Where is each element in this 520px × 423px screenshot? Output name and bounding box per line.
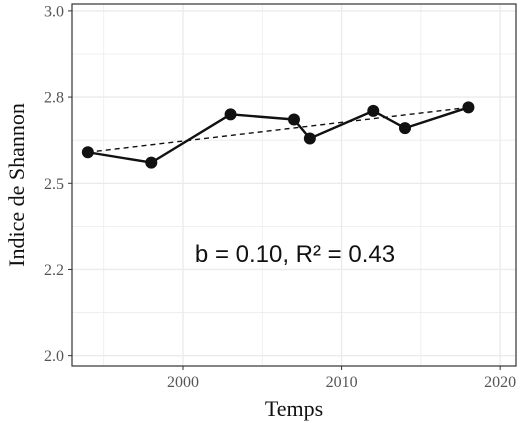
data-point — [145, 156, 158, 169]
y-tick-label: 2.0 — [44, 348, 64, 365]
x-tick-label: 2020 — [484, 374, 516, 391]
data-point — [81, 146, 94, 159]
x-tick-label: 2000 — [167, 374, 199, 391]
plot-background — [72, 4, 516, 366]
data-point — [288, 113, 300, 126]
trend-line — [87, 106, 469, 153]
plot-border — [71, 3, 517, 367]
data-point — [367, 104, 380, 117]
y-tick-label: 3.0 — [44, 3, 64, 20]
data-point — [399, 122, 411, 135]
data-point — [303, 132, 316, 145]
data-point — [224, 108, 237, 121]
y-tick-label: 2.2 — [44, 262, 64, 279]
y-tick-label: 2.5 — [44, 176, 64, 193]
y-axis-title: Indice de Shannon — [4, 103, 29, 267]
regression-annotation: b = 0.10, R² = 0.43 — [195, 241, 395, 268]
y-tick-label: 2.8 — [44, 90, 64, 107]
x-axis-title: Temps — [265, 396, 323, 421]
series-line — [87, 106, 469, 164]
x-tick-label: 2010 — [326, 374, 358, 391]
data-point — [462, 101, 475, 114]
